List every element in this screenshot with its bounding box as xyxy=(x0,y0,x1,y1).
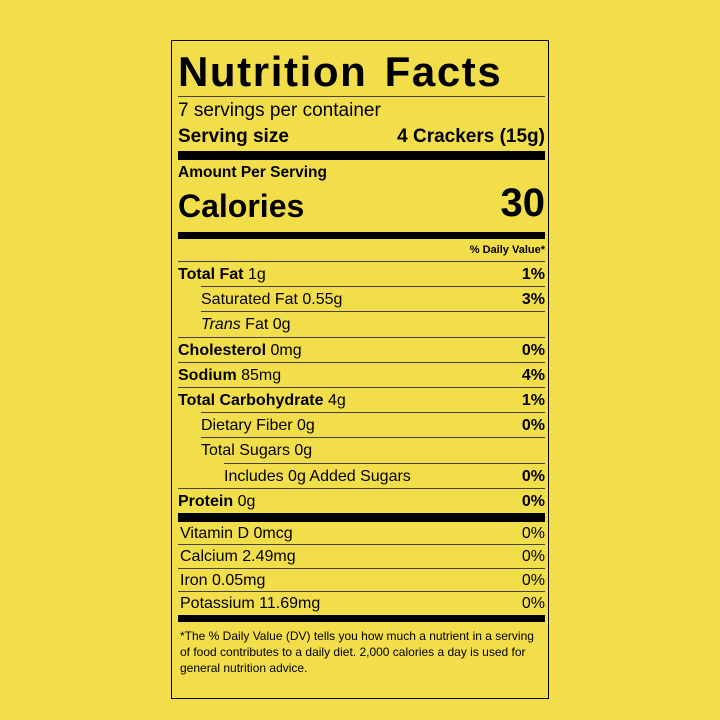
title: Nutrition Facts xyxy=(178,48,503,95)
nutrient-name-group: Total Sugars 0g xyxy=(201,438,312,462)
nutrient-row: Includes 0g Added Sugars 0% xyxy=(224,462,545,488)
thick-divider xyxy=(178,232,545,239)
vitamin-row: Potassium 11.69mg 0% xyxy=(178,591,545,615)
calories-value: 30 xyxy=(500,181,546,225)
serving-size-label: Serving size xyxy=(178,126,289,147)
thick-divider xyxy=(178,151,545,160)
divider xyxy=(178,96,545,97)
nutrient-name-group: Protein 0g xyxy=(178,489,255,513)
vitamin-dv: 0% xyxy=(521,524,545,542)
nutrient-name-group: Includes 0g Added Sugars xyxy=(224,464,411,488)
nutrient-name: Protein xyxy=(178,492,234,510)
nutrient-row: Saturated Fat 0.55g 3% xyxy=(201,286,545,311)
daily-value-header: % Daily Value* xyxy=(178,239,545,262)
nutrient-amount: 1g xyxy=(247,266,266,283)
vitamin-name: Calcium 2.49mg xyxy=(180,548,296,566)
nutrient-name: Total Fat xyxy=(178,266,244,283)
nutrient-amount: 0g xyxy=(294,442,313,460)
nutrient-dv: 0% xyxy=(521,417,545,435)
nutrient-name-group: Total Carbohydrate 4g xyxy=(178,388,346,412)
nutrient-name: Cholesterol xyxy=(178,341,267,359)
thick-divider xyxy=(178,614,545,622)
footnote: *The % Daily Value (DV) tells you how mu… xyxy=(180,628,534,675)
serving-size-value: 4 Crackers (15g) xyxy=(397,126,545,147)
nutrient-name-group: Cholesterol 0mg xyxy=(178,338,302,362)
label-inner: Nutrition Facts 7 servings per container… xyxy=(178,41,545,676)
nutrient-name: Fat xyxy=(245,316,269,334)
nutrient-name: Trans xyxy=(201,316,241,334)
nutrient-amount: 0mg xyxy=(270,341,302,359)
nutrition-label: Nutrition Facts 7 servings per container… xyxy=(171,40,549,699)
vitamin-dv: 0% xyxy=(521,548,545,566)
calories-row: Calories 30 xyxy=(178,180,545,224)
nutrient-name: Includes 0g Added Sugars xyxy=(224,467,411,485)
nutrient-name: Total Carbohydrate xyxy=(178,391,324,409)
nutrient-row: Total Sugars 0g xyxy=(201,437,545,462)
nutrient-list: Total Fat 1g 1% Saturated Fat 0.55g 3% Trans… xyxy=(178,262,545,513)
thick-divider xyxy=(178,512,545,522)
nutrient-row: Total Fat 1g 1% xyxy=(178,262,545,286)
vitamin-name: Vitamin D 0mcg xyxy=(180,524,293,542)
vitamin-name: Potassium 11.69mg xyxy=(180,595,321,613)
vitamin-name: Iron 0.05mg xyxy=(180,571,266,589)
nutrient-name-group: Trans Fat 0g xyxy=(201,312,291,336)
nutrient-amount: 0g xyxy=(237,492,256,510)
amount-per-serving: Amount Per Serving xyxy=(178,164,327,181)
nutrient-row: Sodium 85mg 4% xyxy=(178,361,545,387)
nutrient-amount: 0g xyxy=(297,417,315,435)
nutrient-name-group: Total Fat 1g xyxy=(178,262,266,286)
nutrient-amount: 4g xyxy=(327,391,346,409)
calories-label: Calories xyxy=(178,188,305,224)
nutrient-dv: 1% xyxy=(521,266,545,283)
nutrient-dv: 0% xyxy=(521,341,545,359)
nutrient-name: Sodium xyxy=(178,366,237,384)
nutrient-name-group: Dietary Fiber 0g xyxy=(201,413,315,437)
nutrient-row: Total Carbohydrate 4g 1% xyxy=(178,386,545,412)
nutrient-dv: 0% xyxy=(521,467,545,485)
servings: 7 servings per container xyxy=(178,100,381,121)
nutrient-row: Dietary Fiber 0g 0% xyxy=(201,412,545,437)
nutrient-row: Trans Fat 0g xyxy=(201,311,545,336)
nutrient-row: Protein 0g 0% xyxy=(178,487,545,513)
vitamin-row: Iron 0.05mg 0% xyxy=(178,567,545,592)
nutrient-name-group: Saturated Fat 0.55g xyxy=(201,287,342,311)
vitamin-dv: 0% xyxy=(521,571,545,589)
nutrient-amount: 0.55g xyxy=(302,291,343,309)
vitamin-row: Calcium 2.49mg 0% xyxy=(178,544,545,568)
nutrient-dv: 1% xyxy=(521,391,545,409)
nutrient-row: Cholesterol 0mg 0% xyxy=(178,336,545,362)
vitamin-list: Vitamin D 0mcg 0% Calcium 2.49mg 0% Iron 0.0… xyxy=(178,522,545,615)
nutrient-amount: 0g xyxy=(272,316,291,334)
nutrient-dv: 4% xyxy=(521,366,545,384)
nutrient-name: Total Sugars xyxy=(201,442,290,460)
nutrient-name: Dietary Fiber xyxy=(201,417,293,435)
nutrient-name-group: Sodium 85mg xyxy=(178,363,281,387)
vitamin-dv: 0% xyxy=(521,595,545,613)
nutrient-name: Saturated Fat xyxy=(201,291,298,309)
nutrient-dv: 0% xyxy=(521,492,545,510)
vitamin-row: Vitamin D 0mcg 0% xyxy=(178,522,545,545)
nutrient-amount: 85mg xyxy=(241,366,282,384)
nutrient-dv: 3% xyxy=(521,291,545,309)
serving-size-row: Serving size 4 Crackers (15g) xyxy=(178,123,545,151)
